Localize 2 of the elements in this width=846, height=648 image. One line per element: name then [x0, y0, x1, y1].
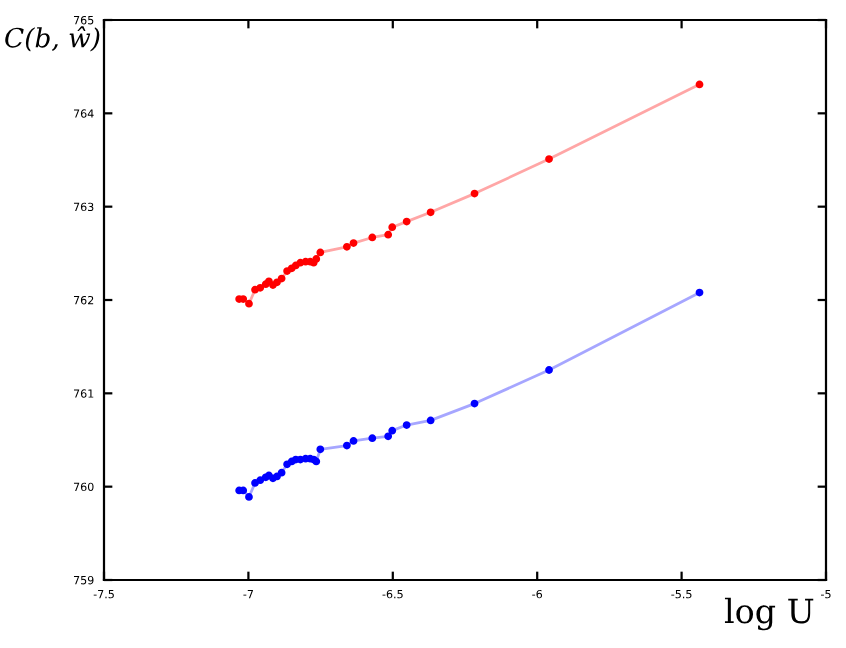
y-axis-title: C(b, ŵ)	[5, 26, 100, 52]
x-axis-title: log U	[724, 597, 814, 631]
